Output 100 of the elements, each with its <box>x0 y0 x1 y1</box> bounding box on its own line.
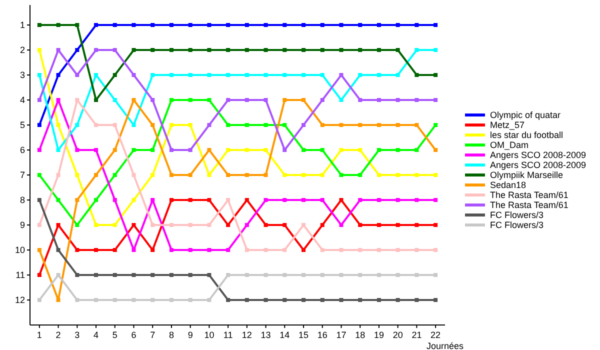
point <box>320 148 324 152</box>
point <box>396 173 400 177</box>
point <box>244 248 249 252</box>
point <box>37 98 42 102</box>
point <box>244 123 249 127</box>
point <box>414 273 419 277</box>
point <box>169 123 174 127</box>
point <box>75 48 80 52</box>
point <box>434 223 438 227</box>
point <box>226 273 230 277</box>
point <box>396 48 400 52</box>
point <box>244 223 249 227</box>
point <box>75 73 80 77</box>
point <box>302 148 306 152</box>
point <box>396 123 400 127</box>
point <box>244 98 249 102</box>
point <box>150 298 155 302</box>
point <box>207 273 212 277</box>
point <box>132 73 136 77</box>
point <box>132 48 136 52</box>
point <box>302 73 306 77</box>
point <box>320 173 324 177</box>
point <box>320 198 324 202</box>
point <box>112 223 117 227</box>
point <box>282 48 287 52</box>
point <box>169 198 174 202</box>
point <box>37 173 42 177</box>
point <box>188 298 192 302</box>
point <box>320 23 324 27</box>
point <box>94 173 98 177</box>
point <box>302 273 306 277</box>
legend-label: Angers SCO 2008-2009 <box>490 150 586 160</box>
point <box>169 248 174 252</box>
point <box>396 298 400 302</box>
point <box>264 248 268 252</box>
x-tick-label: 1 <box>36 330 42 340</box>
point <box>226 98 230 102</box>
point <box>37 148 42 152</box>
point <box>302 48 306 52</box>
point <box>94 23 98 27</box>
point <box>150 23 155 27</box>
point <box>188 98 192 102</box>
point <box>150 148 155 152</box>
point <box>150 198 155 202</box>
point <box>169 298 174 302</box>
point <box>434 148 438 152</box>
point <box>94 148 98 152</box>
point <box>339 98 344 102</box>
point <box>320 298 324 302</box>
point <box>302 23 306 27</box>
x-tick-label: 21 <box>412 330 422 340</box>
point <box>320 123 324 127</box>
point <box>150 223 155 227</box>
point <box>339 223 344 227</box>
point <box>358 73 362 77</box>
point <box>414 223 419 227</box>
legend-label: FC Flowers/3 <box>490 220 544 230</box>
point <box>226 73 230 77</box>
point <box>320 98 324 102</box>
point <box>112 248 117 252</box>
point <box>414 198 419 202</box>
point <box>207 248 212 252</box>
point <box>207 148 212 152</box>
point <box>358 223 362 227</box>
point <box>188 73 192 77</box>
point <box>434 273 438 277</box>
legend-label: Sedan18 <box>490 180 526 190</box>
point <box>339 248 344 252</box>
point <box>37 48 42 52</box>
point <box>434 48 438 52</box>
point <box>376 223 381 227</box>
x-tick-label: 6 <box>131 330 136 340</box>
point <box>358 48 362 52</box>
point <box>358 298 362 302</box>
point <box>282 198 287 202</box>
point <box>376 73 381 77</box>
legend-label: Olympiik Marseille <box>490 170 564 180</box>
point <box>339 148 344 152</box>
point <box>414 98 419 102</box>
point <box>434 248 438 252</box>
point <box>414 173 419 177</box>
point <box>434 173 438 177</box>
point <box>188 48 192 52</box>
point <box>94 273 98 277</box>
point <box>207 73 212 77</box>
point <box>56 298 60 302</box>
point <box>396 148 400 152</box>
point <box>75 223 80 227</box>
point <box>226 298 230 302</box>
point <box>264 273 268 277</box>
point <box>358 98 362 102</box>
point <box>396 98 400 102</box>
x-tick-label: 20 <box>392 330 403 340</box>
point <box>132 248 136 252</box>
y-tick-label: 3 <box>20 70 25 80</box>
point <box>188 248 192 252</box>
point <box>358 248 362 252</box>
point <box>56 48 60 52</box>
legend-label: The Rasta Team/61 <box>490 200 568 210</box>
y-tick-label: 5 <box>20 120 25 130</box>
